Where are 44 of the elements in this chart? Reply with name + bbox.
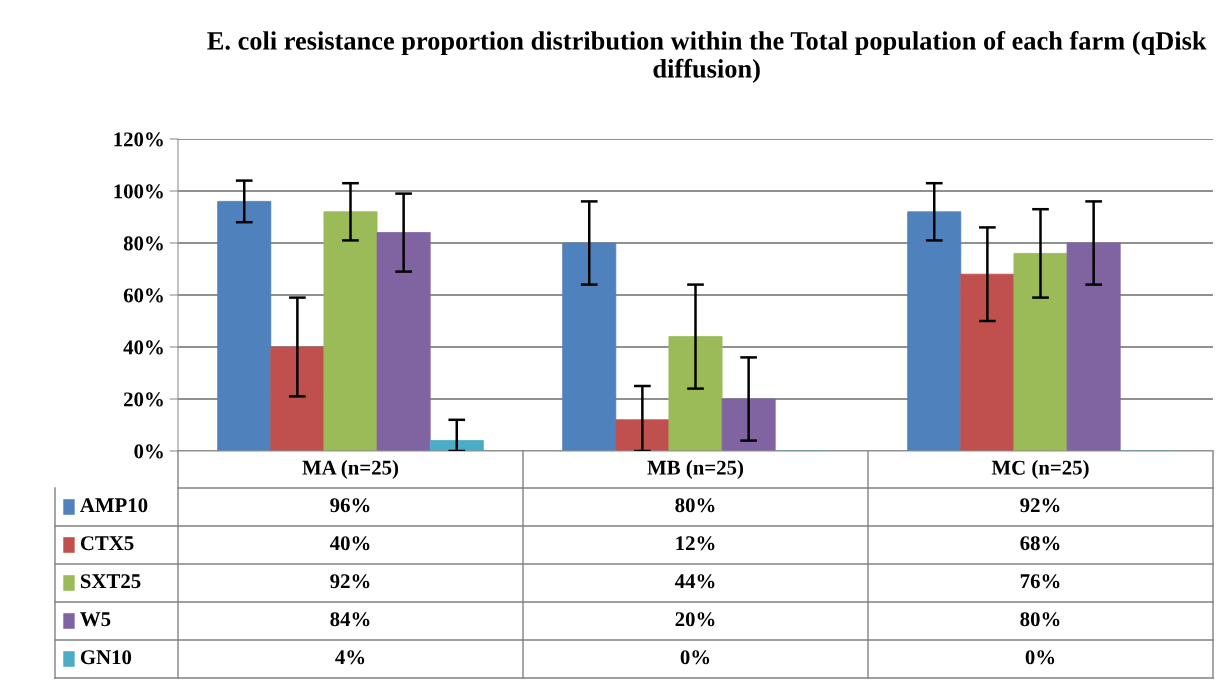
legend-label: AMP10 [80,498,148,513]
data-label: 0% [680,650,710,665]
x-tick-label: MB (n=25) [647,460,744,479]
data-label: 76% [1020,574,1060,589]
data-label: 68% [1020,536,1060,551]
bar [721,398,776,451]
y-tick-label: 60% [123,288,163,303]
data-label: 92% [330,574,370,589]
bar [270,346,325,451]
data-label: 12% [676,536,715,551]
y-tick-label: 80% [123,236,163,251]
bar [429,440,484,451]
data-label: 80% [675,498,715,513]
data-label: 80% [1020,612,1060,627]
y-tick-label: 100% [114,184,163,199]
legend-label: CTX5 [80,536,134,551]
legend-label: W5 [80,612,111,627]
bar [1066,242,1121,451]
data-label: 0% [1025,650,1055,665]
data-label: 92% [1020,498,1060,513]
data-label: 4% [335,650,365,665]
chart-title: E. coli resistance proportion distribution within the Total population of each farm (qDisk diffusion) [207,30,1207,84]
y-tick-label: 0% [134,444,163,459]
data-label: 96% [330,498,370,513]
x-tick-label: MA (n=25) [302,460,399,479]
data-label: 84% [330,612,370,627]
bar [562,242,617,451]
bar [960,273,1015,451]
bar [323,211,378,451]
data-label: 40% [329,536,370,551]
bar [1013,252,1068,451]
data-label: 44% [674,574,715,589]
y-tick-label: 20% [124,392,163,407]
legend-label: SXT25 [80,574,141,589]
y-tick-label: 120% [114,132,163,147]
bar [615,419,670,451]
bar [907,211,962,451]
bar [376,232,431,451]
x-tick-label: MC (n=25) [991,460,1089,479]
data-label: 20% [675,612,715,627]
bar [217,200,272,451]
legend-label: GN10 [80,650,132,665]
y-tick-label: 40% [123,340,163,355]
bar [668,336,723,451]
